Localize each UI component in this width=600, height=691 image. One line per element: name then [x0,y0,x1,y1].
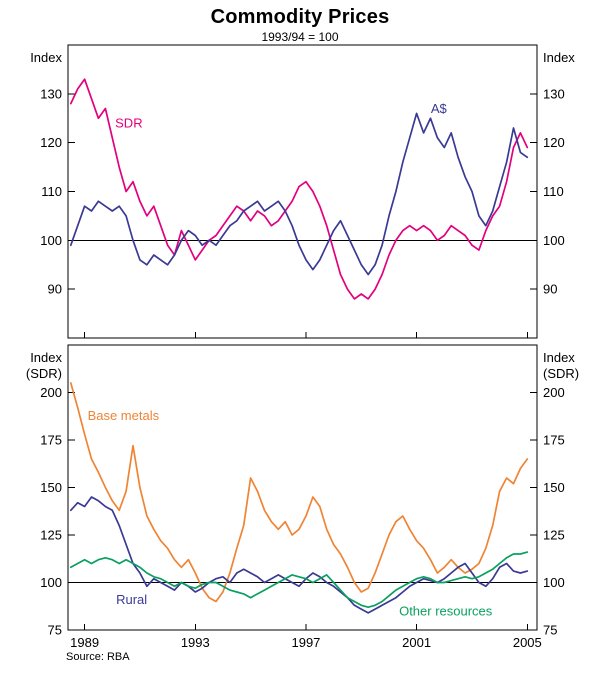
y-tick-label-right: 90 [543,282,557,297]
y-axis-title-left: Index [30,350,62,365]
series-label-rural: Rural [116,592,147,607]
series-label-a: A$ [431,101,448,116]
y-tick-label-right: 75 [543,623,557,638]
y-axis-title-left: Index [30,50,62,65]
y-tick-label-left: 90 [48,282,62,297]
y-axis-title-left: (SDR) [26,366,62,381]
series-line-base-metals [69,382,529,603]
x-tick-label: 1997 [291,635,320,650]
y-tick-label-right: 100 [543,233,565,248]
y-tick-label-left: 125 [40,528,62,543]
y-tick-label-right: 110 [543,184,564,199]
y-tick-label-right: 125 [543,528,565,543]
chart-subtitle: 1993/94 = 100 [261,30,339,44]
series-line-sdr [69,78,529,300]
y-tick-label-right: 175 [543,433,565,448]
series-label-sdr: SDR [115,116,142,131]
y-tick-label-left: 200 [40,385,62,400]
y-axis-title-right: Index [543,350,575,365]
x-tick-label: 2001 [402,635,431,650]
y-tick-label-right: 150 [543,480,565,495]
y-tick-label-left: 110 [41,184,62,199]
y-tick-label-left: 150 [40,480,62,495]
top-panel-chart: 90 90 100 100 110 110 120 120 130 130 Index Index SD… [30,44,575,339]
panel-frame [67,44,538,339]
x-tick-label: 2005 [513,635,542,650]
y-tick-label-right: 120 [543,135,565,150]
y-tick-label-left: 120 [40,135,62,150]
y-tick-label-left: 75 [48,623,62,638]
source-note: Source: RBA [66,651,130,663]
y-tick-label-right: 200 [543,385,565,400]
y-axis-title-right: (SDR) [543,366,579,381]
y-tick-label-left: 100 [40,233,62,248]
panel-frame [67,344,538,631]
series-label-other-resources: Other resources [399,604,493,619]
series-line-rural [69,496,529,614]
y-tick-label-left: 100 [40,575,62,590]
y-tick-label-right: 130 [543,86,565,101]
y-tick-label-left: 130 [40,86,62,101]
series-line-a [69,112,529,276]
x-tick-label: 1989 [70,635,99,650]
bottom-panel-chart: 75 75 100 100 125 125 150 150 175 175 200 200 1989 19… [26,344,579,650]
x-tick-label: 1993 [181,635,210,650]
series-line-other-resources [69,551,529,609]
series-label-base-metals: Base metals [88,408,160,423]
y-tick-label-right: 100 [543,575,565,590]
y-axis-title-right: Index [543,50,575,65]
chart-title: Commodity Prices [210,6,390,28]
y-tick-label-left: 175 [40,433,62,448]
